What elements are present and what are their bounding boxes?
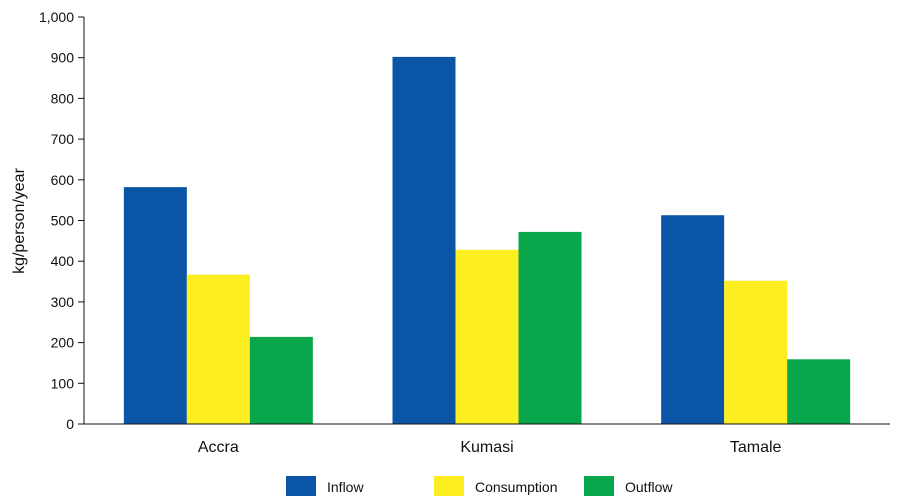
x-tick-label: Kumasi (460, 439, 513, 456)
bar-consumption-accra (186, 274, 250, 424)
y-axis-title-group: kg/person/year (11, 167, 28, 274)
bar-outflow-kumasi (518, 231, 582, 424)
legend-swatch-inflow (286, 476, 316, 496)
legend-label-outflow: Outflow (625, 479, 673, 495)
legend-swatch-outflow (584, 476, 614, 496)
y-tick-label: 100 (51, 375, 75, 391)
y-tick-label: 600 (51, 172, 75, 188)
bar-outflow-accra (249, 336, 313, 424)
bar-consumption-kumasi (455, 249, 519, 424)
y-axis: 0 100 200 300 400 500 600 700 800 900 1,000 (39, 9, 85, 432)
y-tick-label: 200 (51, 335, 75, 351)
x-axis: Accra Kumasi Tamale (84, 423, 890, 456)
bar-inflow-accra (123, 187, 187, 424)
bar-consumption-tamale (724, 280, 788, 424)
y-tick-label: 400 (51, 253, 75, 269)
y-tick-label: 300 (51, 294, 75, 310)
y-tick-label: 500 (51, 213, 75, 229)
y-tick-label: 1,000 (39, 9, 74, 25)
y-tick-label: 0 (66, 416, 74, 432)
legend-swatch-consumption (434, 476, 464, 496)
bar-inflow-tamale (661, 215, 725, 424)
x-tick-label: Accra (198, 439, 239, 456)
y-tick-label: 700 (51, 131, 75, 147)
bar-inflow-kumasi (392, 56, 456, 425)
bars (123, 56, 851, 425)
legend: Inflow Consumption Outflow (286, 476, 673, 496)
bar-outflow-tamale (787, 359, 851, 424)
legend-label-consumption: Consumption (475, 479, 558, 495)
y-axis-title: kg/person/year (11, 167, 28, 274)
legend-label-inflow: Inflow (327, 479, 364, 495)
y-tick-label: 800 (51, 90, 75, 106)
x-tick-label: Tamale (730, 439, 782, 456)
y-tick-label: 900 (51, 50, 75, 66)
